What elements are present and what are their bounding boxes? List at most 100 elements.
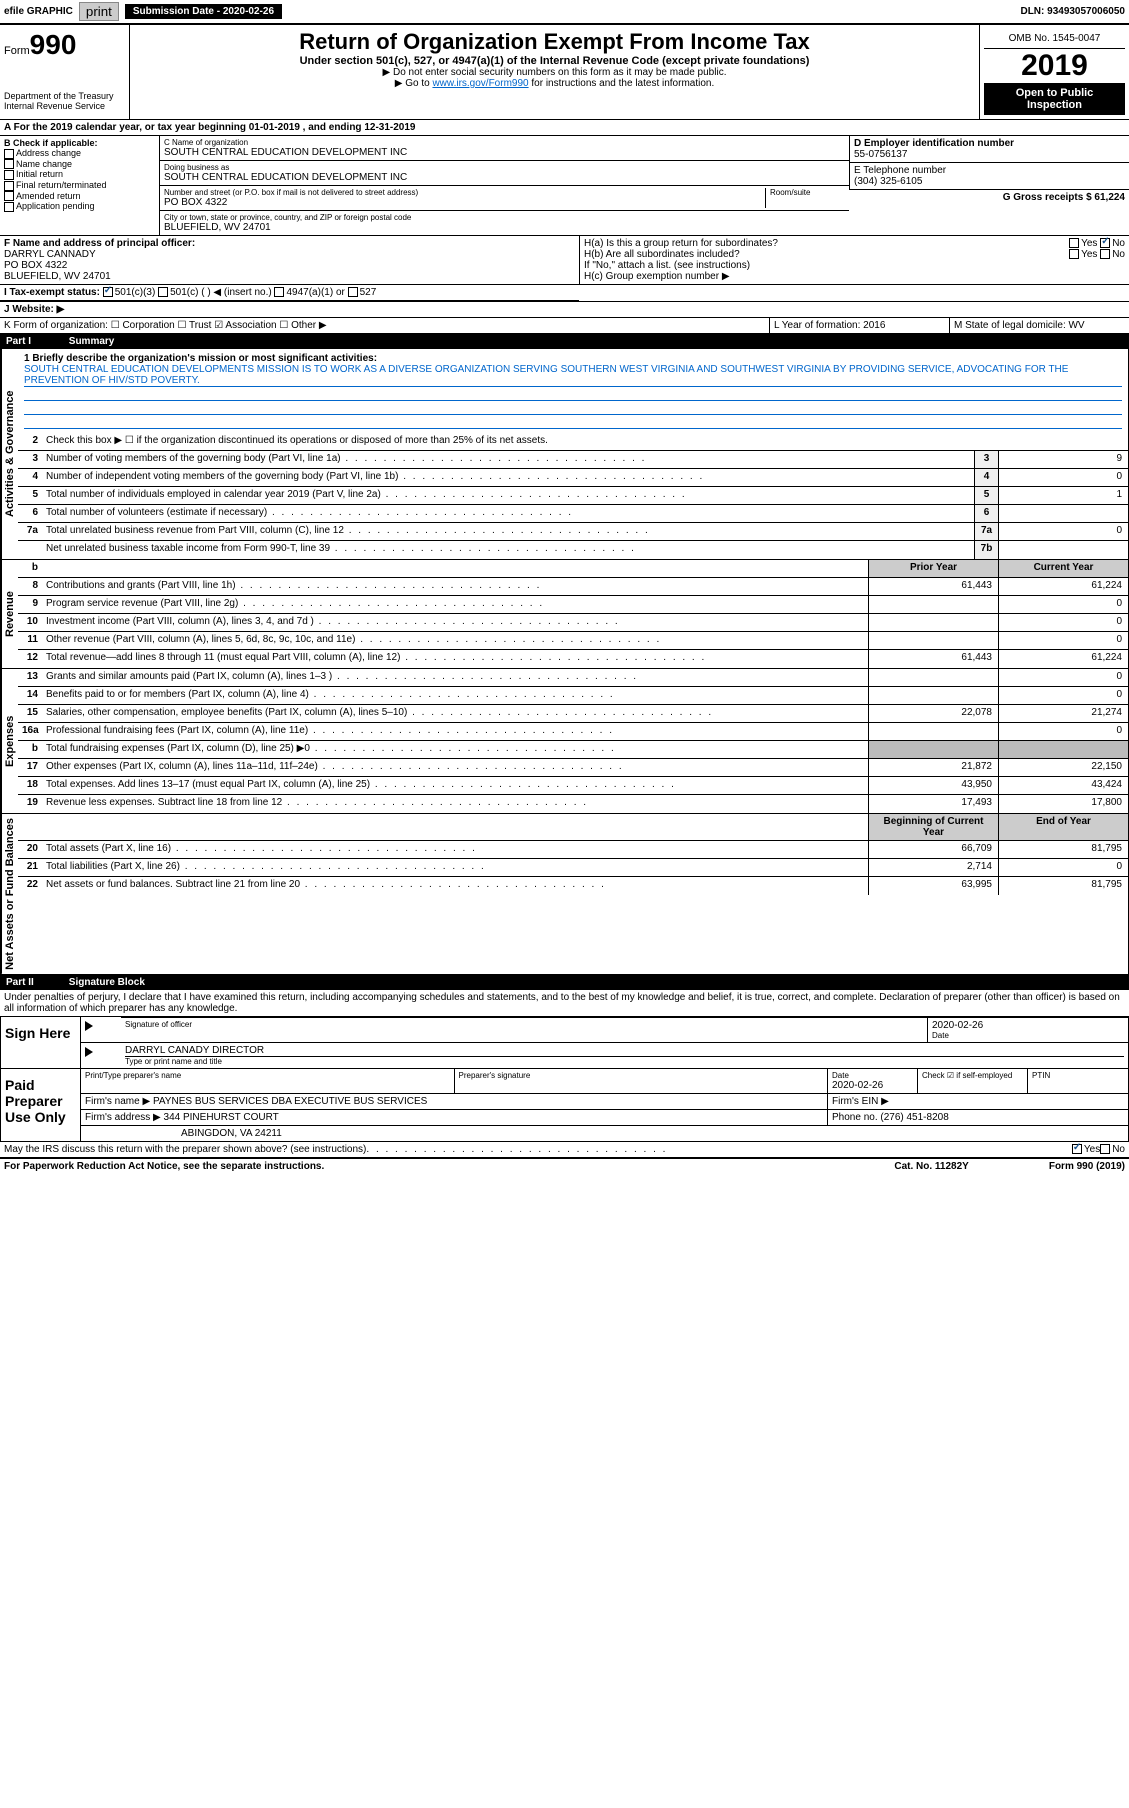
501c3-checkbox[interactable] — [103, 287, 113, 297]
section-a: A For the 2019 calendar year, or tax yea… — [0, 120, 1129, 136]
firm-ein-label: Firm's EIN ▶ — [828, 1094, 1128, 1109]
current-year-value: 21,274 — [998, 705, 1128, 722]
netassets-label: Net Assets or Fund Balances — [1, 814, 18, 974]
name-change-checkbox[interactable] — [4, 159, 14, 169]
org-name-label: C Name of organization — [164, 138, 845, 147]
current-year-value: 61,224 — [998, 578, 1128, 595]
prior-year-value — [868, 669, 998, 686]
tax-year: 2019 — [984, 49, 1125, 83]
ein-label: D Employer identification number — [854, 138, 1125, 149]
part2-header: Part II Signature Block — [0, 975, 1129, 990]
main-title: Return of Organization Exempt From Incom… — [134, 29, 975, 55]
officer-label: F Name and address of principal officer: — [4, 238, 575, 249]
hb-no-checkbox[interactable] — [1100, 249, 1110, 259]
line-num — [18, 541, 42, 559]
current-year-value: 0 — [998, 614, 1128, 631]
firm-name-label: Firm's name ▶ — [85, 1096, 150, 1107]
prep-sig-label: Preparer's signature — [459, 1071, 824, 1080]
line-num: b — [18, 741, 42, 758]
omb-number: OMB No. 1545-0047 — [984, 29, 1125, 49]
line-text: Investment income (Part VIII, column (A)… — [42, 614, 868, 631]
prior-year-value: 66,709 — [868, 841, 998, 858]
line-text: Number of voting members of the governin… — [42, 451, 974, 468]
print-button[interactable]: print — [79, 2, 119, 21]
line-num: 8 — [18, 578, 42, 595]
declaration-text: Under penalties of perjury, I declare th… — [0, 990, 1129, 1017]
line-num: 6 — [18, 505, 42, 522]
prior-year-value: 2,714 — [868, 859, 998, 876]
4947-checkbox[interactable] — [274, 287, 284, 297]
dba-name: SOUTH CENTRAL EDUCATION DEVELOPMENT INC — [164, 172, 845, 183]
line-text: Number of independent voting members of … — [42, 469, 974, 486]
line-text: Net unrelated business taxable income fr… — [42, 541, 974, 559]
line-text: Total number of volunteers (estimate if … — [42, 505, 974, 522]
line-box: 4 — [974, 469, 998, 486]
revenue-label: Revenue — [1, 560, 18, 668]
app-pending-checkbox[interactable] — [4, 202, 14, 212]
box-b-label: B Check if applicable: — [4, 138, 155, 148]
line-value: 0 — [998, 523, 1128, 540]
discuss-text: May the IRS discuss this return with the… — [4, 1144, 366, 1155]
ha-yes-checkbox[interactable] — [1069, 238, 1079, 248]
line-text: Net assets or fund balances. Subtract li… — [42, 877, 868, 895]
line-text: Benefits paid to or for members (Part IX… — [42, 687, 868, 704]
org-name: SOUTH CENTRAL EDUCATION DEVELOPMENT INC — [164, 147, 845, 158]
form-label: Form — [4, 45, 30, 57]
line-box: 7a — [974, 523, 998, 540]
line-text: Revenue less expenses. Subtract line 18 … — [42, 795, 868, 813]
addr-change-checkbox[interactable] — [4, 149, 14, 159]
self-employed-label: Check ☑ if self-employed — [922, 1071, 1023, 1080]
firm-addr-label: Firm's address ▶ — [85, 1112, 161, 1123]
final-return-checkbox[interactable] — [4, 181, 14, 191]
hb-yes-checkbox[interactable] — [1069, 249, 1079, 259]
year-formation: L Year of formation: 2016 — [769, 318, 949, 333]
501c-checkbox[interactable] — [158, 287, 168, 297]
street-label: Number and street (or P.O. box if mail i… — [164, 188, 765, 197]
prior-year-value: 63,995 — [868, 877, 998, 895]
line-text: Program service revenue (Part VIII, line… — [42, 596, 868, 613]
officer-addr2: BLUEFIELD, WV 24701 — [4, 271, 575, 282]
city-state: BLUEFIELD, WV 24701 — [164, 222, 845, 233]
line-text: Total assets (Part X, line 16) — [42, 841, 868, 858]
city-label: City or town, state or province, country… — [164, 213, 845, 222]
current-year-value: 81,795 — [998, 877, 1128, 895]
line-num: 11 — [18, 632, 42, 649]
line-num: 5 — [18, 487, 42, 504]
line-num: 10 — [18, 614, 42, 631]
sign-here-block: Sign Here Signature of officer 2020-02-2… — [0, 1017, 1129, 1069]
tax-exempt-label: I Tax-exempt status: — [4, 287, 100, 298]
line-num: 14 — [18, 687, 42, 704]
street-address: PO BOX 4322 — [164, 197, 765, 208]
line-num: 3 — [18, 451, 42, 468]
ha-no-checkbox[interactable] — [1100, 238, 1110, 248]
current-year-value: 0 — [998, 632, 1128, 649]
line-num: 21 — [18, 859, 42, 876]
paid-preparer-block: Paid Preparer Use Only Print/Type prepar… — [0, 1069, 1129, 1142]
line-num: 19 — [18, 795, 42, 813]
discuss-no-checkbox[interactable] — [1100, 1144, 1110, 1154]
current-year-value: 17,800 — [998, 795, 1128, 813]
address-block: B Check if applicable: Address change Na… — [0, 136, 1129, 236]
prior-year-value — [868, 687, 998, 704]
current-year-value: 43,424 — [998, 777, 1128, 794]
discuss-yes-checkbox[interactable] — [1072, 1144, 1082, 1154]
submission-date: Submission Date - 2020-02-26 — [125, 4, 282, 19]
footer: For Paperwork Reduction Act Notice, see … — [0, 1159, 1129, 1174]
subtitle: Under section 501(c), 527, or 4947(a)(1)… — [134, 55, 975, 67]
hb-label: H(b) Are all subordinates included? — [584, 249, 740, 260]
line-value: 1 — [998, 487, 1128, 504]
sign-here-label: Sign Here — [1, 1017, 81, 1068]
form-number: 990 — [30, 29, 77, 60]
ptin-label: PTIN — [1032, 1071, 1124, 1080]
527-checkbox[interactable] — [348, 287, 358, 297]
line-box: 5 — [974, 487, 998, 504]
line-num: 9 — [18, 596, 42, 613]
line-value: 0 — [998, 469, 1128, 486]
form990-link[interactable]: www.irs.gov/Form990 — [432, 78, 528, 89]
amended-checkbox[interactable] — [4, 191, 14, 201]
part1-header: Part I Summary — [0, 334, 1129, 349]
arrow-icon — [85, 1047, 93, 1057]
sig-officer-label: Signature of officer — [125, 1020, 923, 1029]
initial-return-checkbox[interactable] — [4, 170, 14, 180]
line-num: 17 — [18, 759, 42, 776]
